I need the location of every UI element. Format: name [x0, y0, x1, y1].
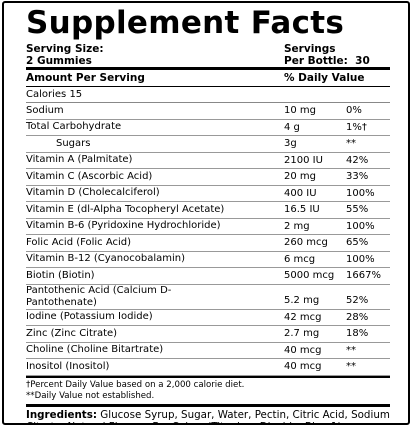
nutrient-row: Vitamin D (Cholecalciferol) 400 IU 100% [26, 186, 390, 202]
nutrient-row: Vitamin C (Ascorbic Acid) 20 mg 33% [26, 169, 390, 186]
per-bottle-value: 30 [355, 55, 370, 67]
per-bottle: Per Bottle: 30 [284, 55, 370, 67]
nutrient-row: Biotin (Biotin) 5000 mcg 1667% [26, 268, 390, 285]
serving-size-label: Serving Size: [26, 43, 104, 55]
nutrient-name: Vitamin B-12 (Cyanocobalamin) [26, 253, 185, 265]
nutrient-row: Pantothenic Acid (Calcium D- Pantothenat… [26, 285, 390, 310]
nutrient-amount: 3g [284, 138, 297, 149]
daily-value: 100% [346, 187, 375, 199]
nutrient-name: Sugars [56, 137, 91, 149]
daily-value: 18% [346, 328, 369, 339]
nutrient-amount: 4 g [284, 121, 300, 133]
nutrient-row: Vitamin B-6 (Pyridoxine Hydrochloride) 2 … [26, 219, 390, 235]
nutrient-name: Vitamin D (Cholecalciferol) [26, 187, 160, 199]
daily-value: ** [346, 138, 356, 149]
daily-value: 28% [346, 311, 369, 323]
serving-info: Serving Size: 2 Gummies Servings Per Bot… [26, 43, 390, 67]
nutrient-amount: 2 mg [284, 220, 310, 232]
nutrient-row: Inositol (Inositol) 40 mcg ** [26, 359, 390, 376]
daily-value: 55% [346, 204, 369, 215]
nutrient-amount: 10 mg [284, 105, 316, 116]
nutrient-name: Choline (Choline Bitartrate) [26, 344, 164, 356]
daily-value: 1%† [346, 121, 367, 133]
nutrient-name: Zinc (Zinc Citrate) [26, 327, 118, 339]
nutrient-amount: 16.5 IU [284, 204, 320, 215]
nutrient-row: Zinc (Zinc Citrate) 2.7 mg 18% [26, 326, 390, 343]
nutrient-row: Iodine (Potassium Iodide) 42 mcg 28% [26, 310, 390, 326]
nutrient-row: Sugars 3g ** [26, 136, 390, 153]
nutrient-row: Vitamin A (Palmitate) 2100 IU 42% [26, 153, 390, 169]
daily-value: 100% [346, 253, 375, 265]
nutrient-amount: 40 mcg [284, 344, 322, 356]
nutrient-name: Biotin (Biotin) [26, 269, 95, 281]
nutrient-name: Folic Acid (Folic Acid) [26, 236, 132, 248]
nutrient-amount: 260 mcg [284, 237, 328, 248]
nutrient-amount: 2100 IU [284, 154, 323, 166]
footnotes: †Percent Daily Value based on a 2,000 ca… [26, 375, 390, 404]
nutrient-amount: 20 mg [284, 171, 316, 182]
daily-value: 42% [346, 154, 369, 166]
servings-label: Servings [284, 43, 336, 55]
nutrient-name: Vitamin A (Palmitate) [26, 154, 133, 166]
supplement-label: Supplement Facts Serving Size: 2 Gummies… [2, 1, 410, 425]
nutrient-amount: 6 mcg [284, 253, 316, 265]
daily-value: 100% [346, 220, 375, 232]
per-bottle-label: Per Bottle: [284, 55, 348, 67]
daily-value: ** [346, 361, 356, 372]
serving-size: Serving Size: 2 Gummies [26, 43, 284, 67]
nutrient-amount: 5000 mcg [284, 270, 335, 281]
serving-size-value: 2 Gummies [26, 55, 92, 67]
ingredients-label: Ingredients: [26, 408, 97, 421]
nutrient-name: Pantothenic Acid (Calcium D- Pantothenat… [26, 284, 172, 308]
nutrient-amount: 42 mcg [284, 311, 322, 323]
nutrient-name: Total Carbohydrate [26, 121, 122, 133]
nutrient-row: Sodium 10 mg 0% [26, 103, 390, 120]
footnote: †Percent Daily Value based on a 2,000 ca… [26, 379, 245, 390]
daily-value: 65% [346, 237, 369, 248]
nutrient-row: Folic Acid (Folic Acid) 260 mcg 65% [26, 235, 390, 252]
nutrient-row: Total Carbohydrate 4 g 1%† [26, 120, 390, 136]
nutrient-name: Inositol (Inositol) [26, 360, 110, 372]
nutrient-amount: 2.7 mg [284, 328, 320, 339]
daily-value: 1667% [346, 270, 381, 281]
title: Supplement Facts [26, 5, 345, 41]
header-dv: % Daily Value [284, 72, 365, 84]
ingredients: Ingredients: Glucose Syrup, Sugar, Water… [26, 407, 390, 424]
daily-value: 0% [346, 105, 362, 116]
nutrient-row: Vitamin E (dl-Alpha Tocopheryl Acetate) 1… [26, 202, 390, 219]
header-amount: Amount Per Serving [26, 72, 145, 84]
daily-value: ** [346, 344, 356, 356]
daily-value: 33% [346, 171, 369, 182]
nutrient-row: Choline (Choline Bitartrate) 40 mcg ** [26, 343, 390, 359]
nutrient-name: Vitamin B-6 (Pyridoxine Hydrochloride) [26, 220, 221, 232]
nutrient-name: Sodium [26, 104, 64, 116]
divider [26, 67, 390, 70]
servings-per-bottle: Servings Per Bottle: 30 [284, 43, 370, 67]
ingredients-text: Glucose Syrup, Sugar, Water, Pectin, Cit… [26, 408, 390, 424]
nutrient-amount: 40 mcg [284, 361, 322, 372]
table-body: Sodium 10 mg 0% Total Carbohydrate 4 g 1%† Sug… [26, 103, 390, 376]
nutrient-row: Vitamin B-12 (Cyanocobalamin) 6 mcg 100% [26, 252, 390, 268]
nutrient-amount: 400 IU [284, 187, 317, 199]
divider [26, 403, 390, 407]
calories: Calories 15 [26, 87, 390, 103]
nutrient-name: Vitamin E (dl-Alpha Tocopheryl Acetate) [26, 203, 225, 215]
daily-value: 52% [346, 295, 369, 306]
nutrient-name: Vitamin C (Ascorbic Acid) [26, 170, 153, 182]
nutrient-amount: 5.2 mg [284, 295, 320, 306]
footnote: **Daily Value not established. [26, 390, 155, 401]
nutrient-name: Iodine (Potassium Iodide) [26, 311, 153, 323]
table-header: Amount Per Serving % Daily Value [26, 70, 390, 87]
